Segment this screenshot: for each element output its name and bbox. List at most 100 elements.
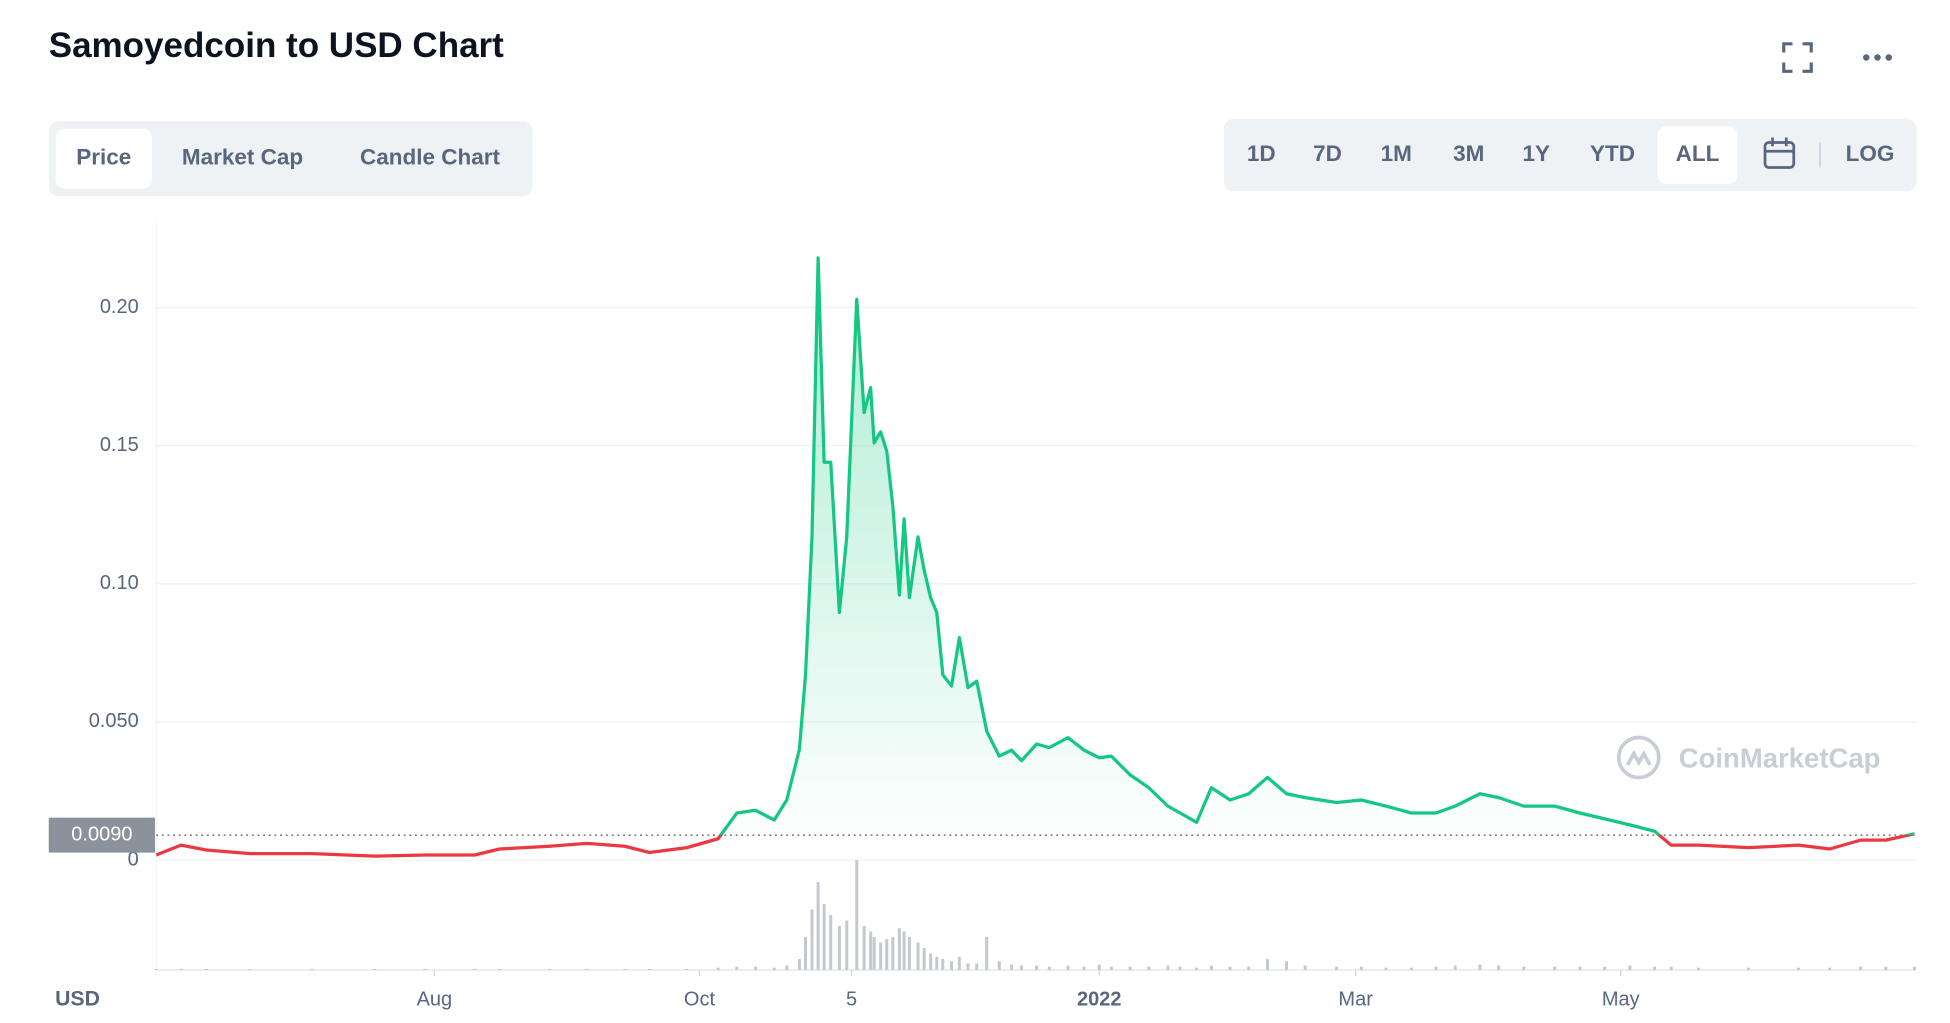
volume-bar: [1796, 967, 1800, 970]
range-button[interactable]: 1M: [1381, 141, 1412, 166]
volume-bar: [204, 968, 208, 970]
volume-bar: [916, 942, 920, 970]
tab-active-bg: [55, 128, 152, 189]
volume-bar: [1497, 965, 1501, 970]
volume-bar: [1335, 966, 1339, 970]
volume-bar: [1147, 966, 1151, 970]
volume-bar: [1578, 966, 1582, 970]
volume-bar: [1195, 967, 1199, 970]
volume-bar: [929, 953, 933, 970]
volume-bar: [885, 939, 889, 970]
volume-bar: [1109, 966, 1113, 970]
volume-bar: [1478, 964, 1482, 970]
volume-bar: [1009, 964, 1013, 970]
watermark: CoinMarketCap: [1616, 735, 1880, 780]
range-button[interactable]: 3M: [1453, 141, 1484, 166]
volume-bar: [816, 881, 820, 970]
volume-bar: [1653, 966, 1657, 970]
volume-bar: [373, 968, 377, 970]
y-tick-label: 0.10: [100, 572, 139, 594]
reference-label-bg: [48, 817, 156, 853]
volume-bar: [1434, 966, 1438, 970]
volume-bar: [1247, 966, 1251, 970]
range-button[interactable]: YTD: [1590, 141, 1635, 166]
range-button[interactable]: ALL: [1676, 141, 1720, 166]
volume-bar: [810, 909, 814, 970]
volume-bar: [950, 961, 954, 970]
volume-bar: [1859, 966, 1863, 970]
log-button[interactable]: LOG: [1846, 141, 1895, 166]
volume-bar: [1697, 967, 1701, 970]
volume-bar: [423, 968, 427, 970]
volume-bar: [735, 966, 739, 970]
volume-bar: [1228, 966, 1232, 970]
volume-bar: [855, 860, 859, 970]
volume-bar: [585, 968, 589, 970]
x-tick-label: Aug: [417, 988, 453, 1010]
volume-bar: [685, 968, 689, 970]
tab[interactable]: Price: [76, 145, 131, 170]
volume-bar: [1128, 966, 1132, 970]
volume-bar: [985, 936, 989, 970]
volume-bar: [869, 931, 873, 970]
volume-bar: [1209, 965, 1213, 970]
x-tick-label: 5: [846, 988, 857, 1010]
range-button[interactable]: 1D: [1247, 141, 1276, 166]
range-bar: [1223, 118, 1917, 192]
volume-bar: [310, 968, 314, 970]
volume-bar: [1603, 966, 1607, 970]
volume-bar: [1913, 966, 1917, 970]
tab[interactable]: Candle Chart: [360, 145, 501, 170]
y-tick-label: 0.20: [100, 296, 139, 318]
volume-bar: [957, 956, 961, 970]
volume-bar: [997, 961, 1001, 970]
x-tick-label: 2022: [1077, 988, 1122, 1010]
volume-bar: [941, 959, 945, 970]
range-button[interactable]: 1Y: [1522, 141, 1550, 166]
volume-bar: [872, 936, 876, 970]
volume-bar: [797, 959, 801, 970]
fullscreen-icon[interactable]: [1782, 42, 1813, 73]
range-button[interactable]: 7D: [1313, 141, 1342, 166]
volume-bar: [803, 936, 807, 970]
price-line: [155, 256, 1915, 858]
volume-bar: [1409, 967, 1413, 970]
y-tick-label: 0.050: [89, 710, 139, 732]
volume-bar: [897, 928, 901, 970]
volume-bar: [1359, 966, 1363, 970]
volume-bar: [1035, 965, 1039, 970]
volume-bar: [935, 956, 939, 970]
volume-bar: [772, 967, 776, 970]
volume-bar: [922, 948, 926, 970]
volume-bar: [623, 968, 627, 970]
volume-bar: [548, 968, 552, 970]
volume-bar: [1884, 966, 1888, 970]
volume-bar: [498, 968, 502, 970]
volume-bar: [1628, 965, 1632, 970]
volume-bar: [1384, 967, 1388, 970]
volume-bar: [879, 942, 883, 970]
tab-bar: [48, 121, 533, 197]
volume-bar: [1522, 966, 1526, 970]
volume-bar: [154, 968, 158, 970]
volume-bar: [837, 925, 841, 970]
axis-unit: USD: [55, 987, 100, 1011]
volume-bar: [1066, 965, 1070, 970]
volume-bar: [891, 936, 895, 970]
calendar-icon[interactable]: [1763, 137, 1796, 169]
volume-bar: [1047, 966, 1051, 970]
volume-bar: [1553, 966, 1557, 970]
volume-bar: [1265, 959, 1269, 970]
volume-bar: [829, 915, 833, 970]
x-tick-label: May: [1602, 988, 1640, 1010]
y-tick-label: 0.15: [100, 434, 139, 456]
volume-bar: [1097, 964, 1101, 970]
more-icon[interactable]: [1863, 54, 1892, 61]
x-tick-label: Oct: [684, 988, 716, 1010]
volume-bar: [1747, 967, 1751, 970]
chart-title: Samoyedcoin to USD Chart: [49, 26, 504, 65]
volume-bar: [902, 931, 906, 970]
x-tick-label: Mar: [1338, 988, 1373, 1010]
volume-bar: [845, 920, 849, 970]
tab[interactable]: Market Cap: [182, 145, 303, 170]
